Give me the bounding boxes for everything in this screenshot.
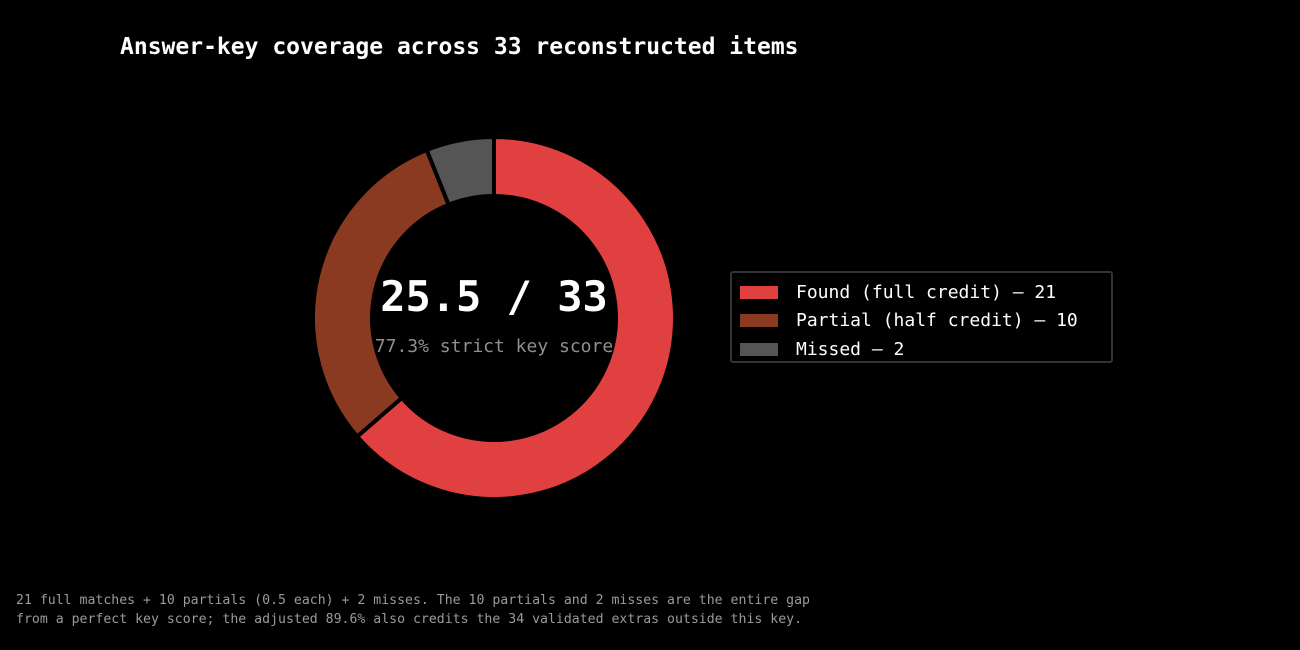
center-subtext: 77.3% strict key score: [375, 336, 613, 357]
legend-swatch-missed: [740, 342, 778, 356]
center-score-text: 25.5 / 33: [380, 272, 608, 321]
legend-label-missed: Missed — 2: [796, 338, 905, 360]
chart-legend: Found (full credit) — 21 Partial (half c…: [730, 271, 1113, 363]
legend-label-found: Found (full credit) — 21: [796, 281, 1057, 303]
footnote: 21 full matches + 10 partials (0.5 each)…: [16, 591, 810, 629]
legend-item-missed: Missed — 2: [740, 335, 1111, 364]
chart-title: Answer-key coverage across 33 reconstruc…: [120, 34, 799, 60]
donut-slice-found: [354, 134, 677, 501]
legend-swatch-partial: [740, 314, 778, 328]
footnote-line-2: from a perfect key score; the adjusted 8…: [16, 612, 803, 627]
legend-swatch-found: [740, 285, 778, 299]
donut-slice-missed: [424, 134, 496, 208]
legend-item-partial: Partial (half credit) — 10: [740, 307, 1111, 336]
legend-item-found: Found (full credit) — 21: [740, 278, 1111, 307]
legend-label-partial: Partial (half credit) — 10: [796, 310, 1078, 332]
footnote-line-1: 21 full matches + 10 partials (0.5 each)…: [16, 593, 810, 608]
donut-slice-partial: [311, 147, 452, 440]
